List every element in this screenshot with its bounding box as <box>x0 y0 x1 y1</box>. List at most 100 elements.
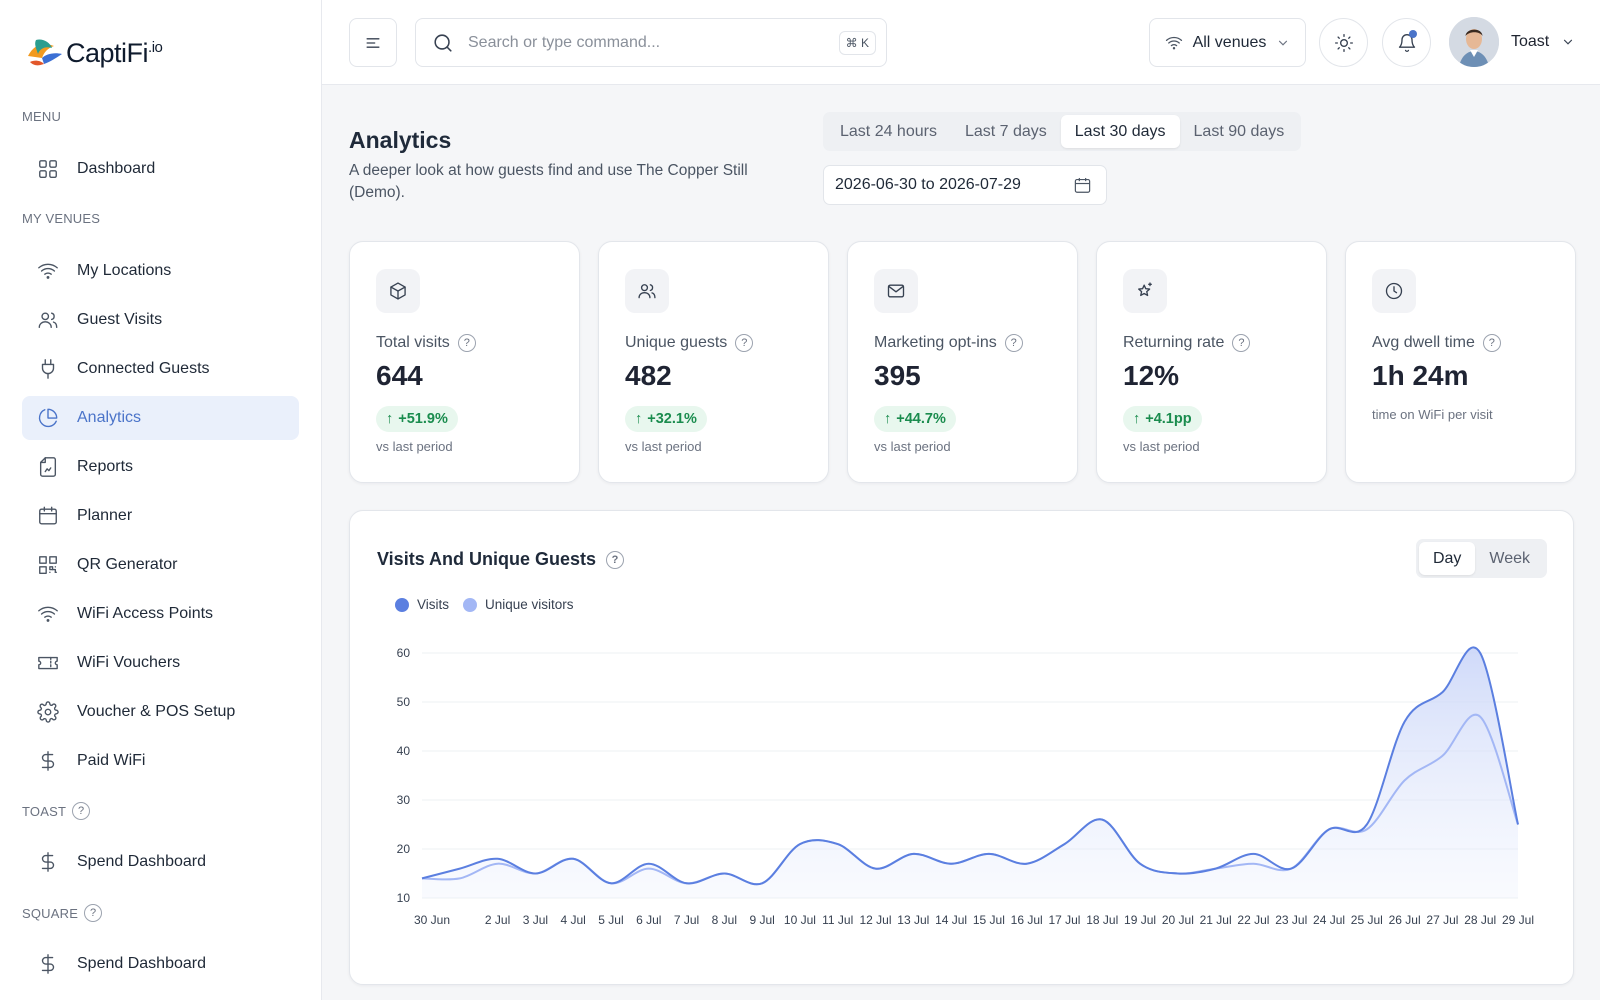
kpi-value: 482 <box>625 360 672 391</box>
kpi-delta-value: +32.1% <box>647 411 697 427</box>
x-tick-label: 30 Jun <box>414 913 450 927</box>
x-tick-label: 5 Jul <box>598 913 623 927</box>
arrow-up-icon: ↑ <box>635 411 643 427</box>
my-venues-section-label: MY VENUES <box>22 211 101 226</box>
arrow-up-icon: ↑ <box>386 411 394 427</box>
clock-icon <box>1372 269 1416 313</box>
help-icon[interactable]: ? <box>606 550 625 569</box>
notifications-button[interactable] <box>1382 18 1431 67</box>
sidebar-item-label: Analytics <box>77 409 142 426</box>
sidebar-item-wifi-access-points[interactable]: WiFi Access Points <box>22 592 299 636</box>
kpi-delta-badge: ↑ +51.9% <box>376 406 458 432</box>
search-bar[interactable]: ⌘ K <box>415 18 887 67</box>
x-tick-label: 25 Jul <box>1351 913 1383 927</box>
sidebar-item-label: WiFi Access Points <box>77 605 214 622</box>
help-icon[interactable]: ? <box>72 802 91 820</box>
help-icon[interactable]: ? <box>1004 334 1023 352</box>
sidebar-item-label: WiFi Vouchers <box>77 654 181 671</box>
sidebar-toggle-button[interactable] <box>349 18 397 67</box>
kpi-label-row: Avg dwell time? <box>1372 334 1501 352</box>
x-tick-label: 26 Jul <box>1389 913 1421 927</box>
theme-toggle-button[interactable] <box>1319 18 1368 67</box>
x-tick-label: 12 Jul <box>860 913 892 927</box>
sidebar-item-paid-wifi[interactable]: Paid WiFi <box>22 739 299 783</box>
toast-section-label: TOAST ? <box>22 802 91 820</box>
x-tick-label: 6 Jul <box>636 913 661 927</box>
tab-last-24-hours[interactable]: Last 24 hours <box>840 122 937 140</box>
square-section-label: SQUARE ? <box>22 904 103 922</box>
kpi-delta-badge: ↑ +32.1% <box>625 406 707 432</box>
help-icon[interactable]: ? <box>84 904 103 922</box>
sidebar-item-square-spend-dashboard[interactable]: Spend Dashboard <box>22 942 299 986</box>
x-tick-label: 15 Jul <box>973 913 1005 927</box>
y-tick-label: 30 <box>397 793 411 807</box>
tab-week[interactable]: Week <box>1489 549 1530 567</box>
y-tick-label: 10 <box>397 891 411 905</box>
sidebar-item-label: Guest Visits <box>77 311 163 328</box>
legend-item-visits[interactable]: Visits <box>395 597 449 612</box>
search-shortcut-badge: ⌘ K <box>838 30 876 55</box>
venue-select[interactable]: All venues <box>1149 18 1306 67</box>
kpi-note: time on WiFi per visit <box>1372 407 1493 422</box>
date-range-picker[interactable]: 2026-06-30 to 2026-07-29 <box>823 165 1107 205</box>
user-menu[interactable]: Toast <box>1449 17 1575 67</box>
sidebar-item-guest-visits[interactable]: Guest Visits <box>22 298 299 342</box>
x-tick-label: 4 Jul <box>560 913 585 927</box>
help-icon[interactable]: ? <box>735 334 754 352</box>
sidebar-item-voucher-pos-setup[interactable]: Voucher & POS Setup <box>22 690 299 734</box>
kpi-note: vs last period <box>376 439 453 454</box>
sidebar-item-planner[interactable]: Planner <box>22 494 299 538</box>
tab-day[interactable]: Day <box>1418 542 1476 575</box>
arrow-up-icon: ↑ <box>884 411 892 427</box>
kpi-note: vs last period <box>625 439 702 454</box>
menu-icon <box>366 37 380 48</box>
help-icon[interactable]: ? <box>1482 334 1501 352</box>
sidebar-item-my-locations[interactable]: My Locations <box>22 249 299 293</box>
tab-last-30-days[interactable]: Last 30 days <box>1060 115 1180 148</box>
granularity-toggle: Day Week <box>1415 539 1547 578</box>
help-icon[interactable]: ? <box>1232 334 1251 352</box>
sidebar-item-wifi-vouchers[interactable]: WiFi Vouchers <box>22 641 299 685</box>
y-tick-label: 60 <box>397 646 411 660</box>
x-tick-label: 13 Jul <box>897 913 929 927</box>
topbar: ⌘ K All venues Toast <box>322 0 1600 85</box>
kpi-card-returning-rate: Returning rate? 12% ↑ +4.1pp vs last peri… <box>1096 241 1327 483</box>
x-tick-label: 8 Jul <box>712 913 737 927</box>
legend-swatch <box>463 597 478 612</box>
x-tick-label: 22 Jul <box>1237 913 1269 927</box>
search-input[interactable] <box>468 33 825 52</box>
notification-dot <box>1409 30 1417 38</box>
kpi-label: Returning rate <box>1123 334 1225 351</box>
sidebar-item-connected-guests[interactable]: Connected Guests <box>22 347 299 391</box>
sidebar-item-dashboard[interactable]: Dashboard <box>22 147 299 191</box>
sidebar-item-toast-spend-dashboard[interactable]: Spend Dashboard <box>22 840 299 884</box>
sidebar-item-analytics[interactable]: Analytics <box>22 396 299 440</box>
kpi-label-row: Returning rate? <box>1123 334 1251 352</box>
sidebar-item-reports[interactable]: Reports <box>22 445 299 489</box>
sidebar-item-label: My Locations <box>77 262 172 279</box>
brand-logo[interactable]: CaptiFi.io <box>24 34 163 72</box>
search-icon <box>434 33 452 52</box>
kpi-delta-badge: ↑ +4.1pp <box>1123 406 1202 432</box>
dollar-icon <box>36 952 60 976</box>
tab-last-90-days[interactable]: Last 90 days <box>1193 122 1285 140</box>
legend-item-unique-visitors[interactable]: Unique visitors <box>463 597 574 612</box>
square-label-text: SQUARE <box>22 905 79 921</box>
sidebar-item-qr-generator[interactable]: QR Generator <box>22 543 299 587</box>
kpi-value: 395 <box>874 360 921 391</box>
help-icon[interactable]: ? <box>457 334 476 352</box>
plug-icon <box>36 357 60 381</box>
y-tick-label: 20 <box>397 842 411 856</box>
sidebar-item-label: Spend Dashboard <box>77 955 206 972</box>
page-subtitle: A deeper look at how guests find and use… <box>349 162 748 201</box>
tab-last-7-days[interactable]: Last 7 days <box>964 122 1047 140</box>
x-tick-label: 28 Jul <box>1464 913 1496 927</box>
kpi-label: Unique guests <box>625 334 728 351</box>
sidebar-item-label: Planner <box>77 507 133 524</box>
box-icon <box>376 269 420 313</box>
toast-label-text: TOAST <box>22 803 67 819</box>
menu-section-label: MENU <box>22 109 62 124</box>
kpi-delta-badge: ↑ +44.7% <box>874 406 956 432</box>
x-tick-label: 17 Jul <box>1048 913 1080 927</box>
x-tick-label: 10 Jul <box>784 913 816 927</box>
